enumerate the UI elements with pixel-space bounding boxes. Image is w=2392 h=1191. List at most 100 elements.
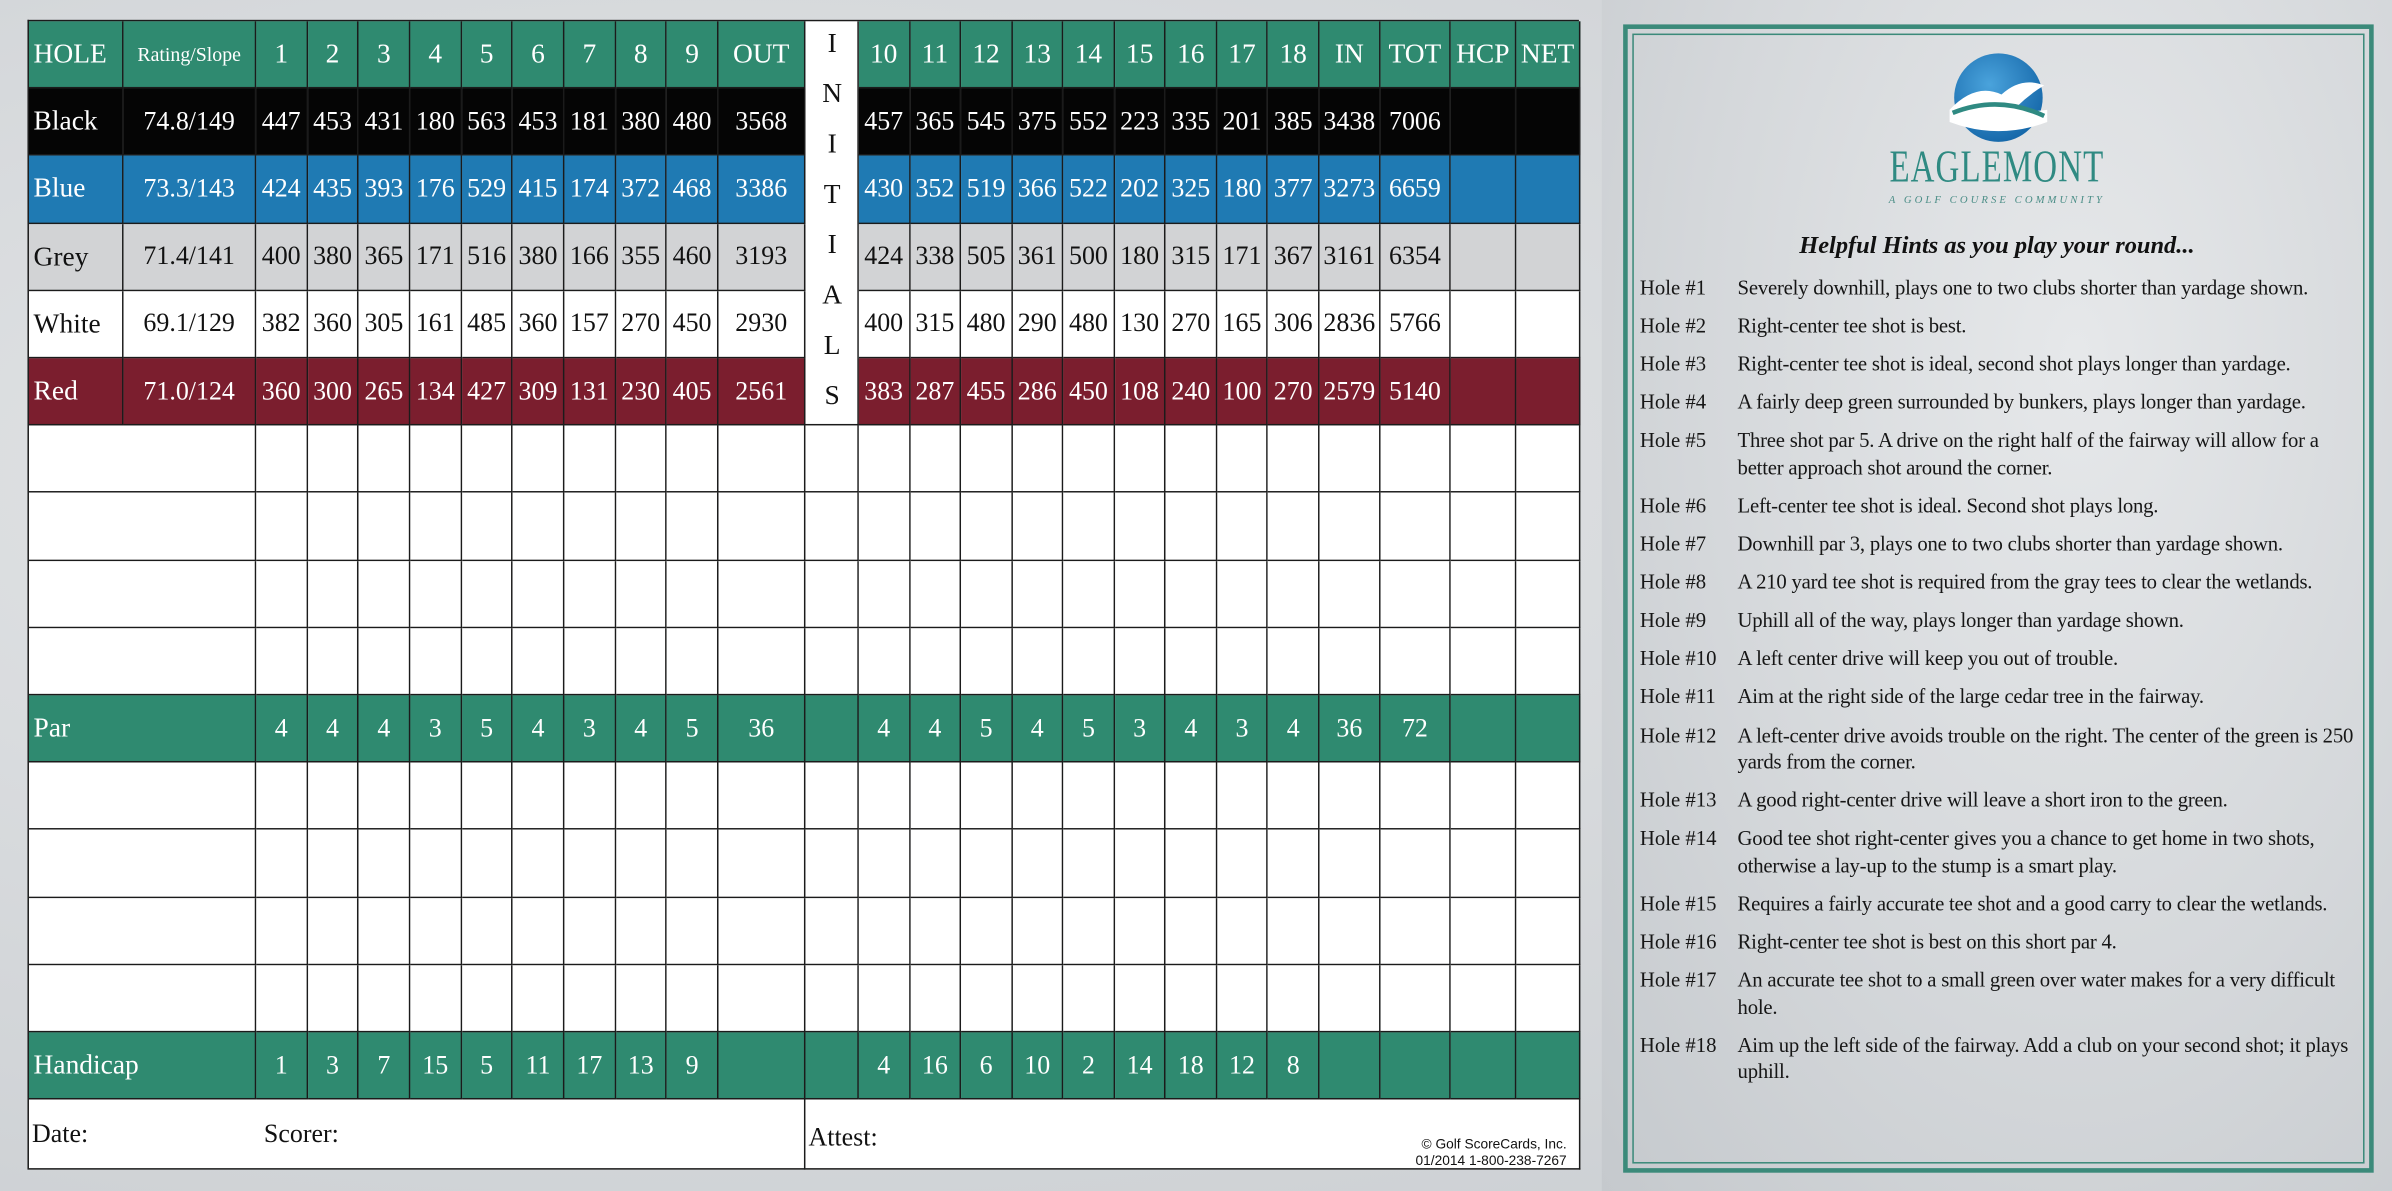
blank-cell [718, 425, 806, 494]
blank-cell [256, 762, 308, 831]
blank-cell [1114, 493, 1166, 561]
yardage: 516 [461, 223, 514, 291]
tee-name: Red [28, 358, 124, 426]
hcp-cell [1450, 156, 1517, 224]
blank-cell [307, 560, 359, 628]
in-total: 2836 [1319, 290, 1381, 359]
yardage: 545 [961, 88, 1013, 157]
hint-row: Hole #17 An accurate tee shot to a small … [1640, 967, 2372, 1020]
par-value: 3 [564, 695, 616, 763]
hint-hole: Hole #13 [1639, 788, 1717, 812]
blank-cell [718, 627, 806, 696]
grand-total: 6354 [1380, 223, 1451, 291]
yardage: 367 [1268, 223, 1320, 291]
yardage: 424 [256, 156, 308, 224]
par-value: 5 [1063, 695, 1115, 763]
attest-label: Attest: [808, 1122, 878, 1152]
blank-cell [1516, 627, 1581, 696]
blank-cell [564, 560, 616, 628]
blank-cell [564, 830, 616, 898]
blank-cell [461, 425, 514, 494]
blank-cell [1217, 493, 1269, 561]
hint-text: A good right-center drive will leave a s… [1737, 788, 2228, 812]
blank-cell [1114, 897, 1166, 965]
blank-cell [910, 897, 962, 965]
handicap-value: 7 [358, 1032, 411, 1100]
hint-text: A fairly deep green surrounded by bunker… [1737, 390, 2306, 414]
hint-text: A left center drive will keep you out of… [1737, 647, 2119, 670]
blank-cell [410, 425, 462, 494]
blank-cell [1516, 560, 1581, 628]
net-cell [1516, 290, 1581, 359]
blank-cell [307, 425, 359, 494]
header-cell: 1 [256, 21, 308, 89]
blank-cell [410, 762, 462, 831]
hint-row: Hole #9 Uphill all of the way, plays long… [1640, 607, 2372, 634]
blank-cell [461, 830, 514, 898]
blank-cell [1380, 762, 1451, 831]
blank-cell [28, 627, 257, 696]
yardage: 286 [1012, 358, 1064, 426]
blank-cell [961, 830, 1013, 898]
hint-row: Hole #12 A left-center drive avoids troub… [1640, 722, 2372, 775]
blank-cell [805, 964, 859, 1033]
blank-cell [358, 493, 411, 561]
hints-list: Hole #1 Severely downhill, plays one to t… [1640, 274, 2372, 1096]
yardage: 361 [1012, 223, 1064, 291]
out-total: 3568 [718, 88, 806, 157]
yardage: 201 [1217, 88, 1269, 157]
blank-cell [667, 964, 719, 1033]
blank-cell [1516, 964, 1581, 1033]
yardage: 372 [615, 156, 668, 224]
net-cell [1516, 223, 1581, 291]
yardage: 202 [1114, 156, 1166, 224]
yardage: 223 [1114, 88, 1166, 157]
blank-cell [564, 493, 616, 561]
blank-cell [961, 762, 1013, 831]
yardage: 453 [513, 88, 565, 157]
blank-cell [805, 830, 859, 898]
blank-cell [1063, 627, 1115, 696]
blank-cell [667, 560, 719, 628]
par-value: 5 [961, 695, 1013, 763]
blank-cell [718, 762, 806, 831]
logo-icon [1949, 53, 2048, 142]
yardage: 375 [1012, 88, 1064, 157]
par-value: 4 [513, 695, 565, 763]
print-info: 01/2014 1-800-238-7267 [1415, 1153, 1567, 1169]
blank-cell [1516, 830, 1581, 898]
yardage: 100 [1217, 358, 1269, 426]
hint-hole: Hole #9 [1639, 608, 1707, 632]
handicap-value: 4 [858, 1032, 911, 1100]
blank-cell [564, 897, 616, 965]
hint-hole: Hole #16 [1639, 930, 1717, 953]
blank-cell [1217, 425, 1269, 494]
yardage: 380 [513, 223, 565, 291]
blank-cell [28, 897, 257, 965]
hint-hole: Hole #10 [1639, 647, 1717, 670]
blank-cell [513, 560, 565, 628]
par-initials [805, 695, 859, 763]
hint-text: Downhill par 3, plays one to two clubs s… [1737, 532, 2284, 556]
blank-cell [1063, 897, 1115, 965]
hint-hole: Hole #17 [1639, 968, 1717, 992]
blank-cell [256, 425, 308, 494]
logo-name: EAGLEMONT [1889, 141, 2105, 193]
blank-cell [718, 493, 806, 561]
in-total: 3273 [1319, 156, 1381, 224]
blank-cell [961, 493, 1013, 561]
header-cell: 6 [513, 21, 565, 89]
out-total: 2930 [718, 290, 806, 359]
blank-cell [1268, 762, 1320, 831]
blank-cell [1319, 493, 1381, 561]
date-label: Date: [32, 1119, 89, 1149]
handicap-value: 10 [1012, 1032, 1064, 1100]
hint-row: Hole #5 Three shot par 5. A drive on the … [1640, 428, 2372, 481]
yardage: 270 [1165, 290, 1218, 359]
hint-hole: Hole #12 [1639, 723, 1717, 747]
yardage: 377 [1268, 156, 1320, 224]
blank-cell [910, 425, 962, 494]
par-value: 4 [1012, 695, 1064, 763]
hint-text: Left-center tee shot is ideal. Second sh… [1737, 494, 2159, 517]
blank-cell [615, 493, 668, 561]
